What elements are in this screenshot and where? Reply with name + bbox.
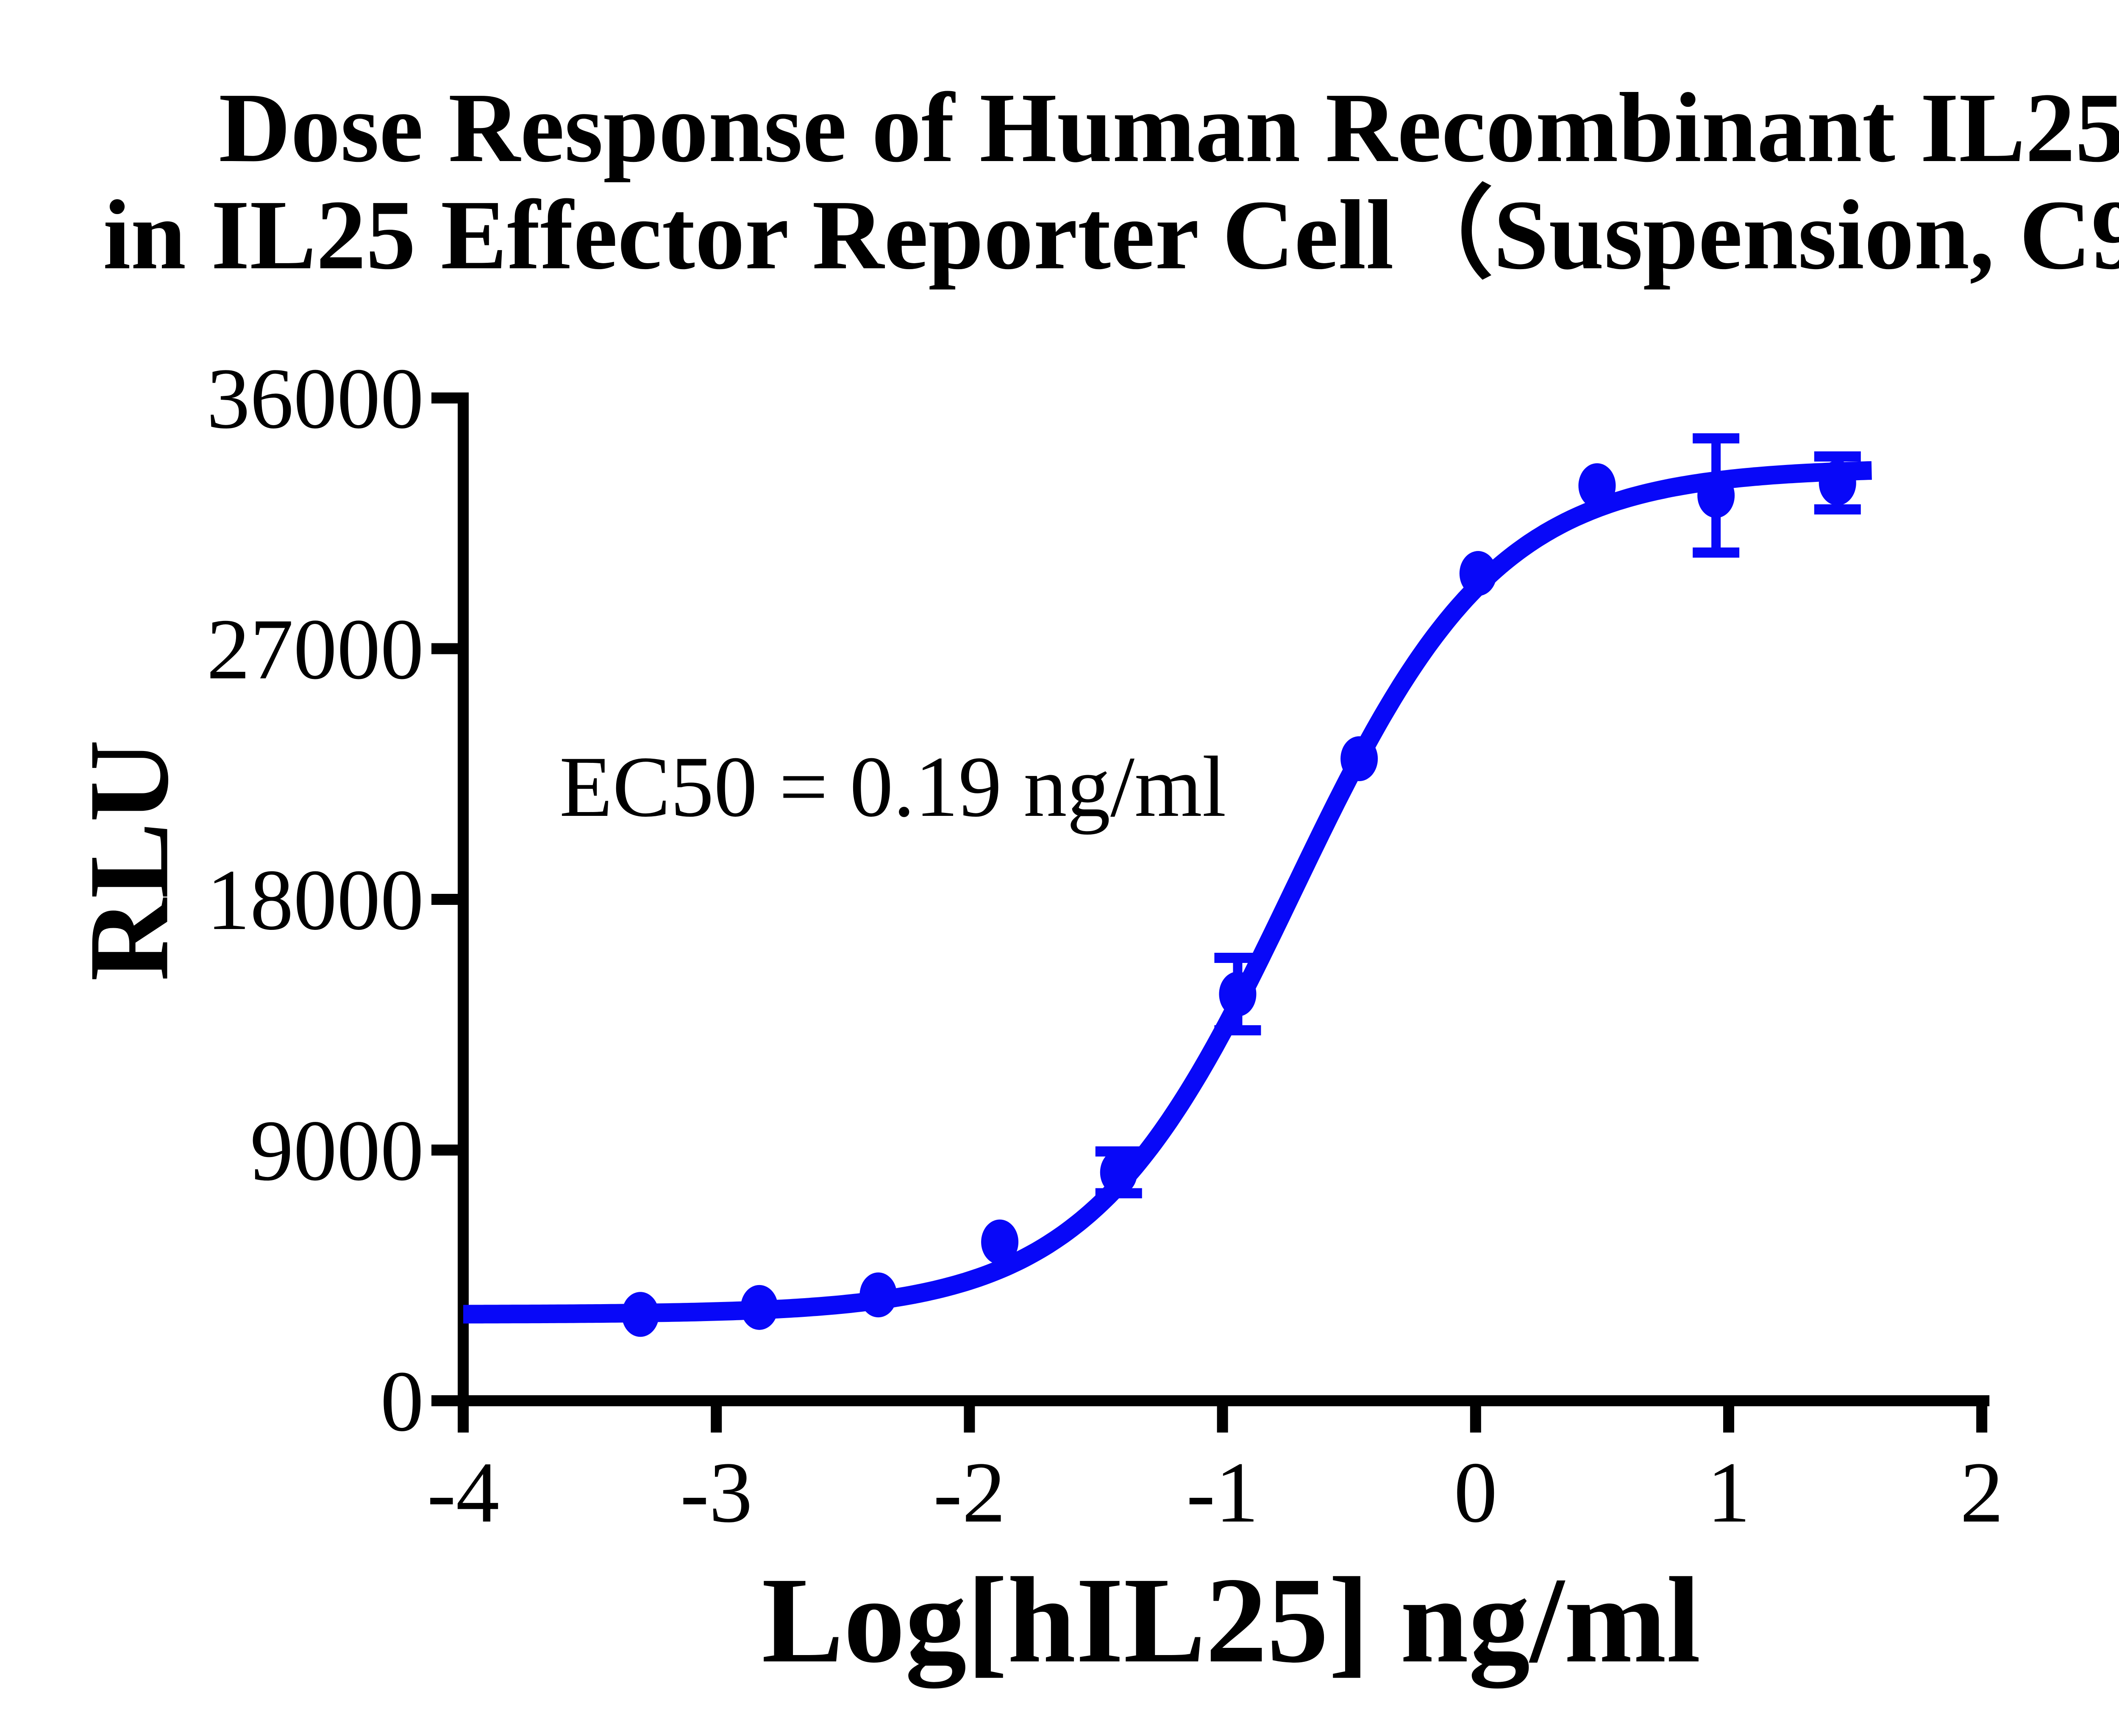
x-tick-label: -1 [1186, 1444, 1259, 1541]
y-tick-label: 9000 [250, 1103, 424, 1199]
ec50-annotation: EC50 = 0.19 ng/ml [559, 739, 1226, 835]
data-point [1219, 971, 1257, 1017]
y-tick-label: 18000 [207, 852, 424, 948]
axis-spine [458, 392, 1990, 1406]
y-axis-title: RLU [66, 740, 192, 981]
data-point [1459, 551, 1497, 596]
y-tick-label: 0 [381, 1353, 424, 1449]
data-point [859, 1272, 897, 1318]
axes-group: 0 9000 18000 27000 36000 -4 -3 -2 -1 0 1 2 [207, 351, 2004, 1541]
data-point [1819, 460, 1856, 506]
x-tick-label: 1 [1707, 1444, 1751, 1541]
data-point [622, 1292, 659, 1337]
y-tick-label: 27000 [207, 601, 424, 698]
chart-title-line1: Dose Response of Human Recombinant IL25 [219, 72, 2119, 183]
y-tick-label: 36000 [207, 351, 424, 447]
data-point [740, 1285, 778, 1330]
data-point [1100, 1150, 1137, 1195]
x-tick-label: 0 [1454, 1444, 1498, 1541]
data-point [1578, 463, 1616, 509]
x-tick-label: -3 [680, 1444, 753, 1541]
fit-curve [458, 461, 1877, 1324]
x-tick-label: -4 [427, 1444, 500, 1541]
x-tick-label: -2 [933, 1444, 1006, 1541]
series-group [458, 433, 1877, 1337]
x-tick-label: 2 [1960, 1444, 2004, 1541]
data-point [1697, 473, 1735, 518]
x-axis-title: Log[hIL25] ng/ml [762, 1552, 1701, 1690]
data-point [1340, 736, 1378, 782]
chart-title-line2: in IL25 Effector Reporter Cell（Suspensio… [103, 180, 2119, 290]
data-point [981, 1219, 1019, 1265]
